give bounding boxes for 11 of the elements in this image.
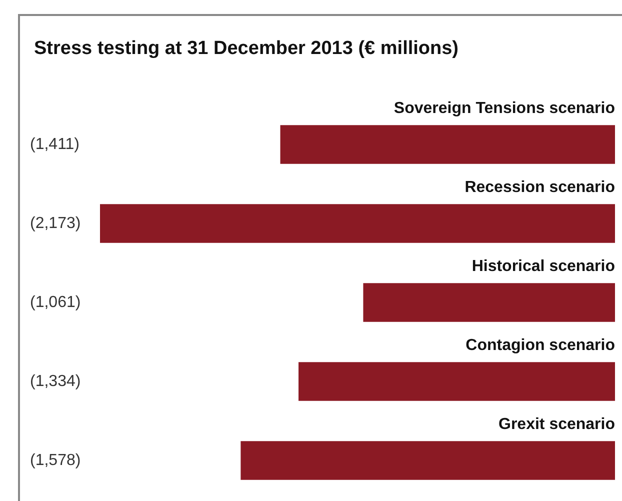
data-label: (1,578) [30, 452, 81, 469]
y-tick-label: Contagion scenario [466, 336, 616, 354]
data-label: (1,411) [30, 136, 80, 153]
y-tick-label: Recession scenario [464, 178, 616, 196]
y-tick-label: Grexit scenario [498, 416, 616, 433]
data-label: (1,334) [30, 372, 81, 390]
y-tick-label: Historical scenario [472, 258, 616, 275]
y-tick-label: Sovereign Tensions scenario [394, 100, 616, 117]
data-label: (1,061) [30, 294, 81, 311]
chart-title: Stress testing at 31 December 2013 (€ millions) [34, 38, 459, 60]
data-label: (2,173) [30, 214, 81, 232]
